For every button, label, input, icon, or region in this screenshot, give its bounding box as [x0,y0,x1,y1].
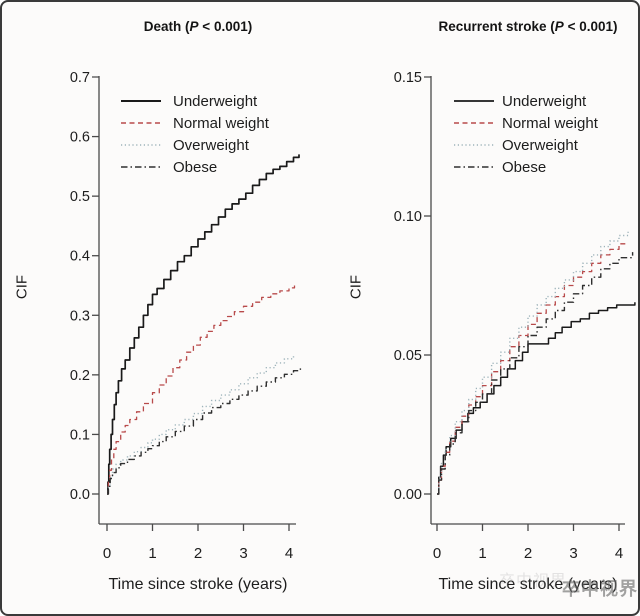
y-tick-label: 0.6 [70,130,90,146]
x-axis-label: Time since stroke (years) [438,576,618,593]
curve-normal-weight [107,285,296,495]
y-tick-label: 0.7 [70,70,90,86]
legend-label-underweight: Underweight [502,93,587,110]
title-text: < 0.001) [198,19,253,35]
panel-death-title: Death (P < 0.001) [144,19,252,34]
x-tick-label: 0 [103,545,111,562]
title-text: Death ( [143,19,190,35]
legend-label-obese: Obese [502,159,546,176]
y-tick-label: 0.00 [394,487,422,503]
y-tick-label: 0.10 [394,209,422,225]
recurrent-chart-canvas: 0.00 0.05 0.10 0.15 0 1 2 3 4 Underweight Normal w… [394,70,636,562]
title-text: Recurrent stroke ( [438,19,555,35]
x-tick-label: 3 [569,545,577,562]
y-tick-label: 0.5 [70,189,90,205]
panel-recurrent-stroke: Recurrent stroke (P < 0.001) CIF 0.00 0.0… [322,2,638,614]
x-tick-label: 3 [239,545,247,562]
curve-overweight [107,354,295,495]
x-tick-label: 4 [285,545,293,562]
legend-label-normal-weight: Normal weight [173,115,270,132]
curve-underweight [437,302,636,495]
x-tick-label: 2 [194,545,202,562]
y-tick-label: 0.4 [70,249,90,265]
legend-label-obese: Obese [173,159,217,176]
x-tick-label: 0 [433,545,441,562]
panel-recurrent-title: Recurrent stroke (P < 0.001) [439,19,618,34]
title-p-italic: P [189,19,199,35]
title-p-italic: P [554,19,564,35]
legend-label-overweight: Overweight [173,137,250,154]
legend-label-overweight: Overweight [502,137,579,154]
y-tick-label: 0.3 [70,308,90,324]
x-tick-label: 1 [478,545,486,562]
y-tick-label: 0.1 [70,427,90,443]
legend-label-underweight: Underweight [173,93,258,110]
y-tick-label: 0.0 [70,487,90,503]
panel-death: Death (P < 0.001) CIF 0.0 0.1 0.2 0.3 0.4 0.5… [2,2,322,614]
watermark-ghost: 卒中视界 [499,573,568,590]
y-tick-label: 0.2 [70,368,90,384]
curve-overweight [437,229,629,495]
x-tick-label: 4 [615,545,623,562]
curve-obese [437,252,634,495]
watermark: 卒中视界 [562,579,638,599]
curve-normal-weight [437,241,627,495]
y-tick-label: 0.05 [394,348,422,364]
x-tick-label: 1 [148,545,156,562]
legend-label-normal-weight: Normal weight [502,115,599,132]
death-chart-canvas: 0.0 0.1 0.2 0.3 0.4 0.5 0.6 0.7 0 1 2 3 4 Underweight… [70,70,302,562]
curve-underweight [107,154,300,495]
curve-obese [107,367,302,495]
x-axis-label: Time since stroke (years) [108,576,288,593]
x-tick-label: 2 [524,545,532,562]
title-text: < 0.001) [563,19,618,35]
y-tick-label: 0.15 [394,70,422,86]
